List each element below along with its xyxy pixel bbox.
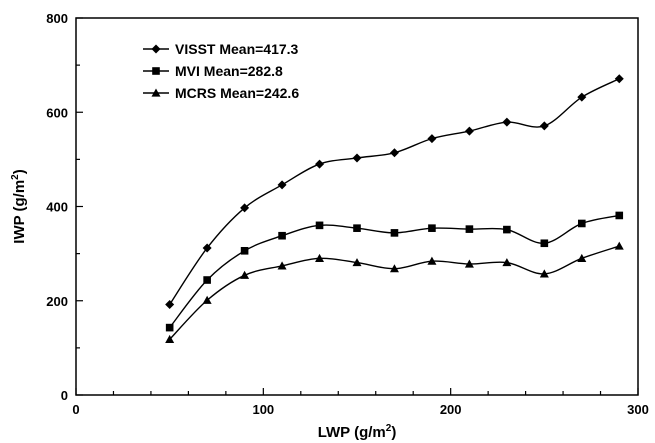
series-markers xyxy=(165,74,624,343)
data-point-square xyxy=(428,224,436,232)
legend-marker-square xyxy=(152,67,160,75)
data-point-diamond xyxy=(502,117,512,127)
series-line-triangle xyxy=(169,245,620,340)
data-point-square xyxy=(165,323,174,332)
data-point-square xyxy=(578,219,586,228)
data-point-triangle xyxy=(389,264,399,273)
data-point-diamond xyxy=(352,153,362,163)
data-point-square xyxy=(240,246,249,255)
x-tick-label: 200 xyxy=(440,402,462,417)
data-point-diamond xyxy=(577,92,587,102)
data-point-square xyxy=(615,211,624,220)
legend-marker-triangle xyxy=(151,88,161,97)
data-point-diamond xyxy=(240,203,250,213)
y-tick-label: 800 xyxy=(46,11,68,26)
data-point-square xyxy=(540,239,549,248)
series-lines xyxy=(169,78,620,340)
data-point-diamond xyxy=(539,121,549,131)
data-point-square xyxy=(203,276,211,284)
data-point-triangle xyxy=(240,270,250,279)
y-axis-label: IWP (g/m2) xyxy=(10,169,28,243)
data-point-square xyxy=(315,221,324,230)
data-point-square xyxy=(503,225,511,234)
data-point-diamond xyxy=(389,148,399,158)
data-point-triangle xyxy=(165,334,175,343)
x-axis-label: LWP (g/m2) xyxy=(318,423,397,441)
data-point-diamond xyxy=(427,134,437,144)
x-tick-label: 0 xyxy=(72,402,79,417)
data-point-square xyxy=(390,229,399,237)
y-tick-label: 0 xyxy=(61,388,68,403)
data-point-triangle xyxy=(202,295,212,304)
data-point-triangle xyxy=(352,258,362,267)
data-point-diamond xyxy=(202,243,212,253)
data-point-square xyxy=(465,225,474,233)
legend-marker-diamond xyxy=(151,44,161,54)
y-tick-label: 600 xyxy=(46,105,68,120)
data-point-triangle xyxy=(577,253,587,262)
data-point-diamond xyxy=(165,300,175,310)
data-point-diamond xyxy=(464,126,474,136)
data-point-triangle xyxy=(315,253,325,262)
data-point-triangle xyxy=(427,256,437,265)
y-tick-label: 200 xyxy=(46,294,68,309)
axis-ticks xyxy=(75,17,639,396)
plot-frame xyxy=(75,17,639,396)
legend-label: VISST Mean=417.3 xyxy=(175,41,299,57)
data-point-square xyxy=(278,231,286,240)
data-point-triangle xyxy=(502,258,512,267)
tick-labels: 0 100 200 300 0 200 400 600 800 xyxy=(46,11,649,417)
y-tick-label: 400 xyxy=(46,200,68,215)
data-point-square xyxy=(353,224,361,232)
x-tick-label: 100 xyxy=(252,402,274,417)
data-point-diamond xyxy=(277,180,287,190)
legend-label: MCRS Mean=242.6 xyxy=(175,85,299,101)
data-point-triangle xyxy=(464,259,474,268)
data-point-triangle xyxy=(614,241,624,250)
data-point-triangle xyxy=(277,261,287,270)
data-point-diamond xyxy=(315,159,325,169)
legend-label: MVI Mean=282.8 xyxy=(175,63,283,79)
legend: VISST Mean=417.3 MVI Mean=282.8 MCRS Mean=… xyxy=(143,41,299,101)
data-point-diamond xyxy=(614,74,624,84)
data-point-triangle xyxy=(539,269,549,278)
x-tick-label: 300 xyxy=(627,402,649,417)
